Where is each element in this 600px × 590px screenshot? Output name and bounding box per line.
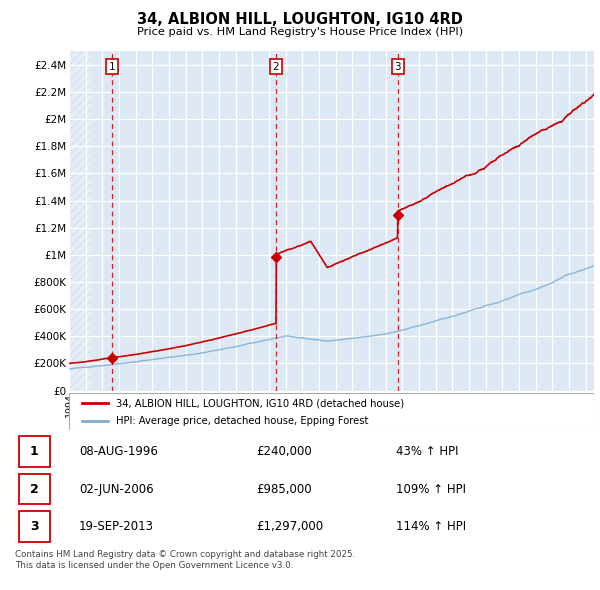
Text: 3: 3 (30, 520, 38, 533)
Text: 02-JUN-2006: 02-JUN-2006 (79, 483, 154, 496)
FancyBboxPatch shape (19, 437, 50, 467)
Bar (69, 51, 91, 391)
Text: 08-AUG-1996: 08-AUG-1996 (79, 445, 158, 458)
Text: 1: 1 (30, 445, 38, 458)
Text: 109% ↑ HPI: 109% ↑ HPI (396, 483, 466, 496)
Text: 114% ↑ HPI: 114% ↑ HPI (396, 520, 466, 533)
Text: Price paid vs. HM Land Registry's House Price Index (HPI): Price paid vs. HM Land Registry's House … (137, 27, 463, 37)
Text: Contains HM Land Registry data © Crown copyright and database right 2025.
This d: Contains HM Land Registry data © Crown c… (15, 550, 355, 570)
Text: £985,000: £985,000 (256, 483, 312, 496)
FancyBboxPatch shape (69, 393, 594, 430)
Text: £1,297,000: £1,297,000 (256, 520, 323, 533)
Text: 34, ALBION HILL, LOUGHTON, IG10 4RD: 34, ALBION HILL, LOUGHTON, IG10 4RD (137, 12, 463, 27)
Text: 2: 2 (30, 483, 38, 496)
FancyBboxPatch shape (19, 474, 50, 504)
Text: 19-SEP-2013: 19-SEP-2013 (79, 520, 154, 533)
FancyBboxPatch shape (19, 511, 50, 542)
Text: £240,000: £240,000 (256, 445, 312, 458)
Text: 43% ↑ HPI: 43% ↑ HPI (396, 445, 458, 458)
Text: HPI: Average price, detached house, Epping Forest: HPI: Average price, detached house, Eppi… (116, 417, 368, 427)
Text: 1: 1 (109, 61, 115, 71)
Text: 2: 2 (272, 61, 280, 71)
Text: 34, ALBION HILL, LOUGHTON, IG10 4RD (detached house): 34, ALBION HILL, LOUGHTON, IG10 4RD (det… (116, 398, 404, 408)
Text: 3: 3 (394, 61, 401, 71)
